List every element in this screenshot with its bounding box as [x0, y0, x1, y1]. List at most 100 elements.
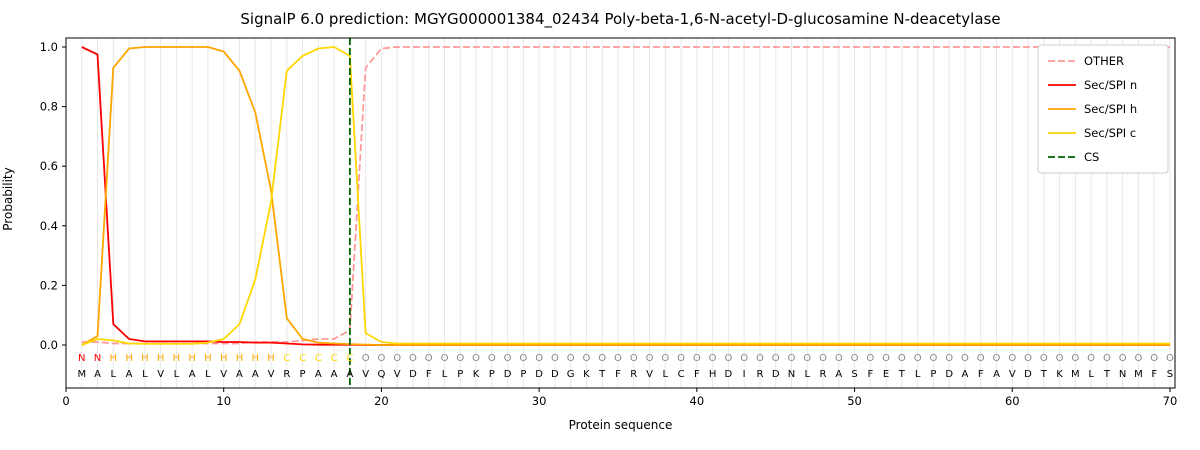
class-letter: C — [283, 353, 290, 364]
legend-label-cs: CS — [1084, 150, 1099, 164]
class-letter: O — [377, 353, 385, 364]
class-letter: H — [188, 353, 196, 364]
class-letter: O — [1008, 353, 1016, 364]
residue-letter: D — [725, 369, 733, 380]
residue-letter: N — [1119, 369, 1126, 380]
class-letter: O — [1040, 353, 1048, 364]
class-letter: H — [173, 353, 181, 364]
class-letter: O — [1166, 353, 1174, 364]
residue-letter: F — [426, 369, 432, 380]
class-letter: O — [393, 353, 401, 364]
residue-letter: V — [362, 369, 369, 380]
class-letter: C — [299, 353, 306, 364]
class-letter: O — [1119, 353, 1127, 364]
class-letter: O — [583, 353, 591, 364]
residue-letter: H — [709, 369, 717, 380]
legend-box — [1037, 44, 1169, 174]
x-tick-label: 10 — [216, 394, 231, 408]
class-letter: N — [78, 353, 85, 364]
class-letter: H — [220, 353, 228, 364]
residue-letter: R — [630, 369, 637, 380]
series-line-sec-spi-c — [81, 46, 1170, 346]
residue-letter: T — [1103, 369, 1111, 380]
residue-letter: A — [993, 369, 1000, 380]
class-letter: O — [977, 353, 985, 364]
series-line-sec-spi-h — [81, 46, 1170, 346]
class-letter: O — [835, 353, 843, 364]
residue-letter: R — [756, 369, 763, 380]
class-letter: O — [914, 353, 922, 364]
class-letter: O — [1071, 353, 1079, 364]
x-tick-label: 50 — [847, 394, 862, 408]
residue-letter: R — [283, 369, 290, 380]
residue-letter: A — [94, 369, 101, 380]
class-letter: H — [236, 353, 244, 364]
residue-letter: M — [77, 369, 86, 380]
residue-letter: L — [915, 369, 921, 380]
class-letter: O — [472, 353, 480, 364]
class-letter: H — [157, 353, 165, 364]
class-letter: O — [519, 353, 527, 364]
residue-letter: D — [551, 369, 559, 380]
class-letter: O — [456, 353, 464, 364]
residue-letter: A — [236, 369, 243, 380]
class-letter: O — [1150, 353, 1158, 364]
residue-letter: L — [1088, 369, 1094, 380]
y-tick-label: 1.0 — [40, 40, 58, 54]
residue-letter: V — [646, 369, 653, 380]
residue-letter: L — [663, 369, 669, 380]
x-axis-label: Protein sequence — [568, 418, 673, 432]
class-letter: O — [425, 353, 433, 364]
class-letter: C — [315, 353, 322, 364]
residue-letter: E — [883, 369, 889, 380]
residue-letter: I — [743, 369, 746, 380]
class-letter: O — [598, 353, 606, 364]
chart-title: SignalP 6.0 prediction: MGYG000001384_02… — [240, 10, 1001, 28]
class-letter: O — [1024, 353, 1032, 364]
class-letter: H — [125, 353, 133, 364]
residue-letter: M — [1071, 369, 1080, 380]
x-tick-label: 60 — [1005, 394, 1020, 408]
class-letter: O — [740, 353, 748, 364]
legend-label-sec-spi-n: Sec/SPI n — [1084, 78, 1137, 92]
residue-letter: F — [1151, 369, 1157, 380]
class-letter: O — [961, 353, 969, 364]
residue-letter: P — [489, 369, 495, 380]
residue-letter: A — [252, 369, 259, 380]
residue-letter: F — [694, 369, 700, 380]
residue-letter: L — [142, 369, 148, 380]
residue-letter: D — [945, 369, 953, 380]
class-letter: H — [251, 353, 259, 364]
class-letter: O — [929, 353, 937, 364]
class-letter: C — [331, 353, 338, 364]
y-tick-label: 0.2 — [40, 278, 58, 292]
residue-letter: F — [867, 369, 873, 380]
class-letter: O — [567, 353, 575, 364]
residue-letter: F — [615, 369, 621, 380]
residue-letter: G — [567, 369, 575, 380]
residue-letter: V — [157, 369, 164, 380]
class-letter: O — [851, 353, 859, 364]
residue-letter: A — [346, 369, 353, 380]
legend-label-sec-spi-h: Sec/SPI h — [1084, 102, 1137, 116]
residue-letter: A — [331, 369, 338, 380]
residue-letter: P — [457, 369, 463, 380]
class-letter: O — [788, 353, 796, 364]
residue-letter: S — [851, 369, 857, 380]
residue-letter: C — [678, 369, 685, 380]
residue-letter: A — [962, 369, 969, 380]
class-letter: O — [630, 353, 638, 364]
residue-letter: A — [126, 369, 133, 380]
class-letter: O — [661, 353, 669, 364]
residue-letter: V — [394, 369, 401, 380]
class-letter: O — [724, 353, 732, 364]
residue-letter: T — [598, 369, 606, 380]
residue-letter: K — [473, 369, 480, 380]
residue-letter: A — [189, 369, 196, 380]
residue-letter: M — [1134, 369, 1143, 380]
residue-letter: F — [978, 369, 984, 380]
residue-letter: D — [409, 369, 417, 380]
class-letter: H — [110, 353, 118, 364]
y-tick-label: 0.0 — [40, 338, 58, 352]
